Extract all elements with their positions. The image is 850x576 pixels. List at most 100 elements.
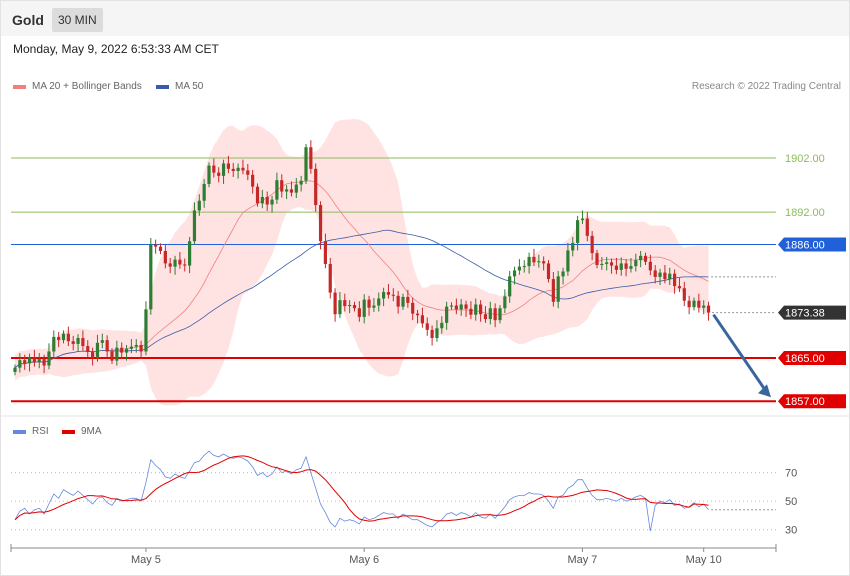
candle-body <box>348 305 352 307</box>
candle-body <box>120 347 124 353</box>
candle <box>328 258 332 299</box>
candle <box>333 288 337 322</box>
candle-body <box>13 367 17 373</box>
candle-body <box>600 263 604 266</box>
legend-bollinger-label: MA 20 + Bollinger Bands <box>32 81 142 92</box>
candle <box>382 287 386 307</box>
candle <box>178 252 182 269</box>
candle <box>580 210 585 224</box>
candle <box>401 293 405 310</box>
candle <box>18 353 22 373</box>
candle-body <box>508 276 512 297</box>
x-axis: May 5 May 6 May 7 May 10 <box>10 544 777 566</box>
candle-body <box>556 276 560 302</box>
candle-body <box>212 165 216 173</box>
candle <box>343 293 347 312</box>
candle-body <box>265 196 269 205</box>
candle-body <box>86 346 90 353</box>
bollinger-band-layer <box>15 119 709 406</box>
candle-body <box>76 337 80 344</box>
candle <box>396 290 400 314</box>
candle <box>323 233 327 269</box>
candle-body <box>47 351 51 366</box>
candle <box>251 169 255 194</box>
candle-body <box>139 344 143 352</box>
forecast-arrow-head <box>758 384 771 398</box>
candle-body <box>590 235 594 254</box>
candle-body <box>653 270 657 277</box>
candle <box>377 292 381 312</box>
level-tag-current <box>778 305 846 320</box>
candle-body <box>81 337 85 347</box>
candle-body <box>285 189 289 192</box>
candle <box>61 330 66 344</box>
rsi-ma-swatch <box>62 429 75 434</box>
candle-body <box>488 308 492 320</box>
candle <box>517 259 521 275</box>
candle-body <box>333 292 337 315</box>
candle <box>309 140 313 174</box>
candle-body <box>110 351 114 361</box>
candle-body <box>129 346 133 349</box>
credit-text: Research © 2022 Trading Central <box>691 81 841 92</box>
candle <box>192 202 197 246</box>
candle-body <box>217 172 221 176</box>
candle <box>100 333 104 349</box>
candle <box>561 267 565 285</box>
candle <box>420 307 424 328</box>
candle <box>522 260 526 273</box>
candle <box>362 294 366 324</box>
candle-body <box>605 262 609 264</box>
ma50-line <box>14 229 709 369</box>
candle <box>183 258 187 272</box>
candle-body <box>692 300 696 308</box>
candle-body <box>532 256 536 263</box>
candle <box>576 215 580 251</box>
candle <box>280 174 284 198</box>
candle <box>590 230 594 261</box>
candle-body <box>37 359 41 363</box>
candle-body <box>614 265 618 270</box>
candle-body <box>396 295 400 307</box>
candle-body <box>449 305 454 307</box>
candle-body <box>483 314 488 320</box>
candle <box>260 189 264 209</box>
candle <box>474 298 478 321</box>
candle-body <box>629 266 633 269</box>
candle-body <box>430 329 434 338</box>
candle-body <box>479 304 483 315</box>
candle-body <box>352 305 357 309</box>
candle <box>42 354 46 374</box>
candle <box>682 281 686 307</box>
candle <box>246 163 250 181</box>
candle <box>643 252 648 266</box>
candle-body <box>406 296 410 303</box>
candle-body <box>391 294 395 296</box>
candle <box>158 243 163 255</box>
candle-body <box>27 357 32 364</box>
candle-body <box>100 340 104 343</box>
bollinger-swatch <box>13 84 26 89</box>
candle <box>600 256 604 270</box>
candle-body <box>697 300 701 308</box>
candle-body <box>546 263 551 280</box>
rsi-tick-70: 70 <box>785 468 797 480</box>
candle-body <box>609 262 614 266</box>
candle <box>595 249 599 269</box>
candle <box>702 300 706 315</box>
candle-body <box>173 259 177 267</box>
candle <box>449 302 454 310</box>
candle <box>668 267 672 286</box>
candle <box>120 342 124 360</box>
candle <box>493 303 497 328</box>
timeframe-button[interactable]: 30 MIN <box>52 8 103 32</box>
candle <box>542 256 546 271</box>
candle-body <box>255 186 260 204</box>
candle-body <box>537 261 541 263</box>
candle <box>551 272 555 307</box>
candle <box>52 330 56 357</box>
candle <box>537 254 541 268</box>
candle-body <box>648 261 652 271</box>
candle-body <box>382 292 386 299</box>
candle-body <box>624 263 628 269</box>
